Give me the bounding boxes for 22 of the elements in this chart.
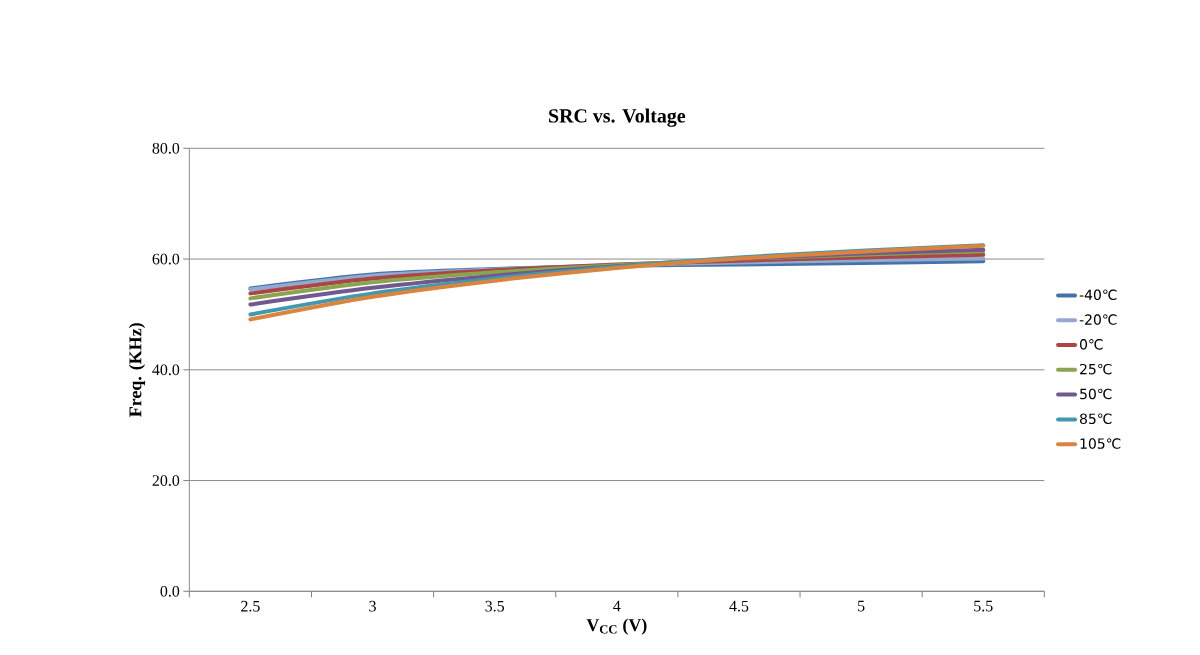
legend-label: 85℃ (1080, 413, 1112, 425)
y-tick-label: 80.0 (152, 142, 180, 154)
y-axis-title: Freq. (KHz) (128, 323, 146, 417)
x-tick-label: 3 (369, 600, 376, 612)
chart-title: SRC vs. Voltage (549, 108, 686, 127)
x-tick-label: 4 (613, 600, 621, 612)
y-tick-label: 0.0 (160, 585, 180, 597)
x-tick-label: 4.5 (729, 600, 749, 612)
legend-label: -20℃ (1079, 314, 1117, 325)
legend-label: 25℃ (1080, 363, 1112, 375)
legend-label: 50℃ (1080, 388, 1112, 400)
x-tick-label: 3.5 (485, 600, 505, 612)
x-tick-label: 2.5 (241, 600, 260, 612)
y-tick-label: 20.0 (152, 475, 180, 486)
legend-label: -40℃ (1079, 289, 1117, 301)
y-tick-label: 40.0 (152, 364, 180, 376)
legend-label: 105℃ (1080, 438, 1121, 449)
legend-label: 0℃ (1079, 339, 1103, 350)
x-axis-title: V$_{CC}$ (V) (586, 618, 647, 635)
x-tick-label: 5 (858, 600, 865, 612)
x-tick-label: 5.5 (974, 600, 993, 612)
y-tick-label: 60.0 (152, 253, 180, 265)
